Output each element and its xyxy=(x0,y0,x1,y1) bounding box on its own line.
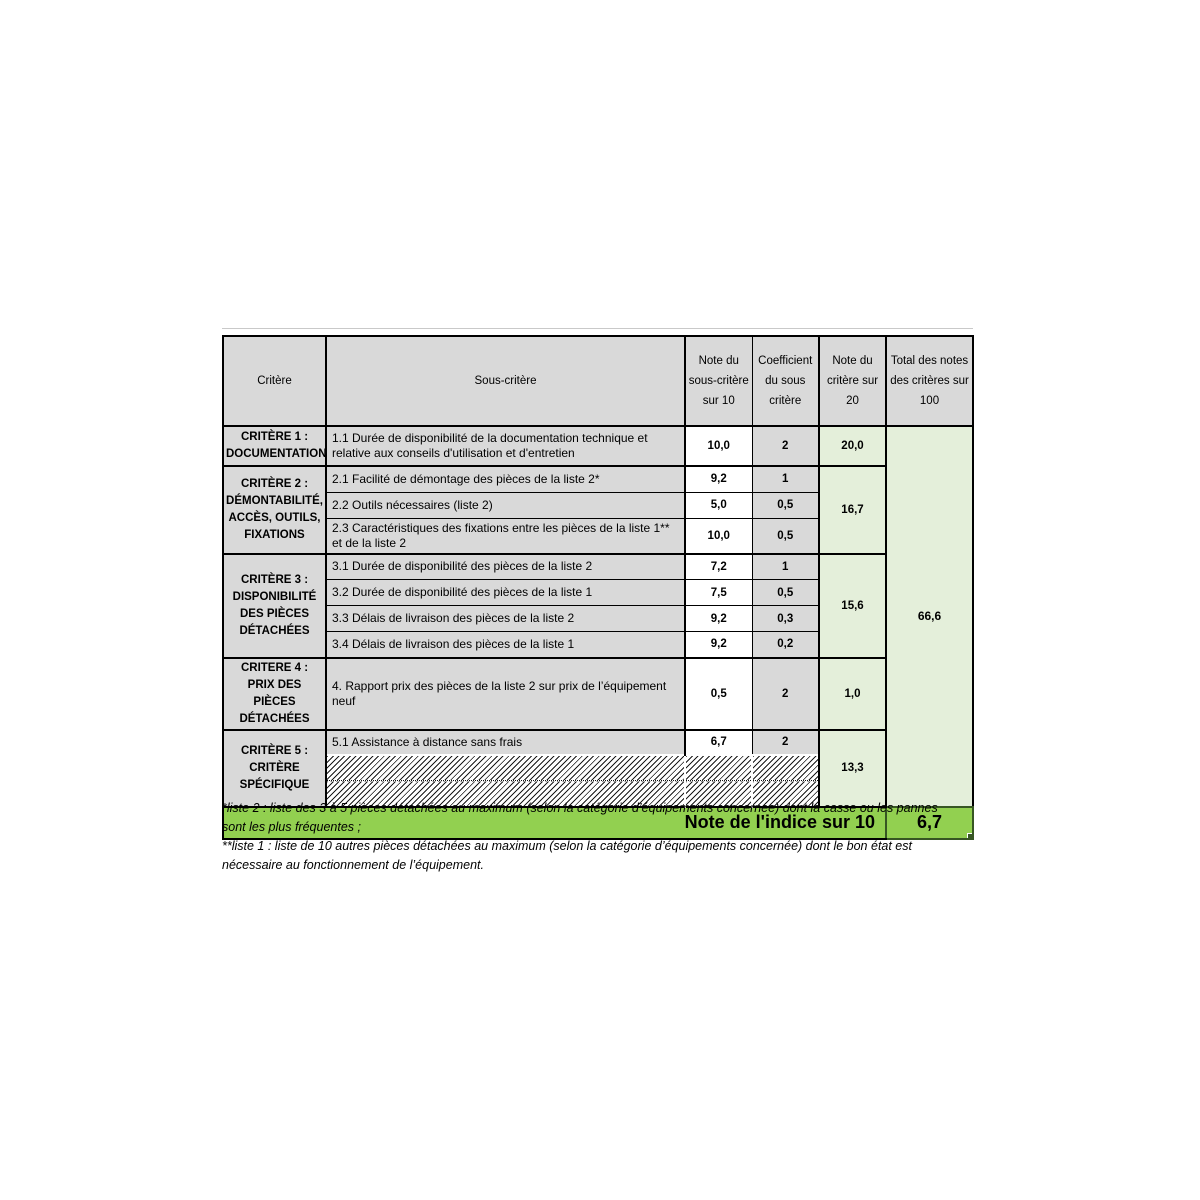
coefficient-cell[interactable]: 2 xyxy=(751,656,820,730)
note10-cell[interactable]: 9,2 xyxy=(684,465,753,493)
hatched-empty-cell[interactable] xyxy=(751,780,820,807)
selection-fill-handle[interactable] xyxy=(967,832,971,837)
note20-cell[interactable]: 15,6 xyxy=(818,552,887,658)
critere-3-cell[interactable]: CRITÈRE 3 : DISPONIBILITÉ DES PIÈCES DÉT… xyxy=(222,552,327,658)
col-header-critere[interactable]: Critère xyxy=(222,335,327,427)
coefficient-cell[interactable]: 0,5 xyxy=(751,491,820,519)
coefficient-cell[interactable]: 0,5 xyxy=(751,517,820,554)
table-row xyxy=(223,753,973,781)
total-100-cell[interactable]: 66,6 xyxy=(885,425,974,807)
selected-index-score-cell[interactable]: 6,7 xyxy=(885,805,974,840)
table-row: CRITÈRE 2 : DÉMONTABILITÉ, ACCÈS, OUTILS… xyxy=(222,465,973,554)
table-row xyxy=(223,780,973,807)
table-row: 3.2 Durée de disponibilité des pièces de… xyxy=(223,579,973,606)
index-score-label-cell[interactable]: Note de l'indice sur 10 xyxy=(222,805,887,840)
table-row: 2.3 Caractéristiques des fixations entre… xyxy=(223,517,973,554)
table-row: CRITÈRE 5 : CRITÈRE SPÉCIFIQUE 5.1 Assis… xyxy=(222,728,973,807)
hatched-empty-cell[interactable] xyxy=(751,753,820,781)
note10-cell[interactable]: 7,2 xyxy=(684,552,753,580)
header-row: Critère Sous-critère Note du sous-critèr… xyxy=(222,335,974,427)
col-header-total-sur-100[interactable]: Total des notes des critères sur 100 xyxy=(885,335,974,427)
sous-critere-cell[interactable]: 3.1 Durée de disponibilité des pièces de… xyxy=(325,552,686,580)
coefficient-cell[interactable]: 0,5 xyxy=(751,579,820,606)
footnote-liste-1: **liste 1 : liste de 10 autres pièces dé… xyxy=(222,839,912,872)
note10-cell[interactable]: 5,0 xyxy=(684,491,753,519)
table-row: CRITERE 4 : PRIX DES PIÈCES DÉTACHÉES 4.… xyxy=(222,656,973,730)
col-header-coefficient[interactable]: Coefficient du sous critère xyxy=(751,335,820,427)
sous-critere-cell[interactable]: 3.4 Délais de livraison des pièces de la… xyxy=(325,631,686,658)
col-header-note-sur-20[interactable]: Note du critère sur 20 xyxy=(818,335,887,427)
coefficient-cell[interactable]: 1 xyxy=(751,552,820,580)
sous-critere-cell[interactable]: 2.1 Facilité de démontage des pièces de … xyxy=(325,465,686,493)
note20-cell[interactable]: 1,0 xyxy=(818,656,887,730)
sous-critere-cell[interactable]: 5.1 Assistance à distance sans frais xyxy=(325,728,686,755)
coefficient-cell[interactable]: 1 xyxy=(751,465,820,493)
note10-cell[interactable]: 10,0 xyxy=(684,517,753,554)
repairability-score-table: Critère Sous-critère Note du sous-critèr… xyxy=(222,335,974,840)
hatched-empty-cell[interactable] xyxy=(684,780,753,807)
sous-critere-cell[interactable]: 3.3 Délais de livraison des pièces de la… xyxy=(325,605,686,632)
coefficient-cell[interactable]: 0,2 xyxy=(751,631,820,658)
note10-cell[interactable]: 9,2 xyxy=(684,605,753,632)
coefficient-cell[interactable]: 2 xyxy=(751,728,820,755)
hatched-empty-cell[interactable] xyxy=(684,753,753,781)
note20-cell[interactable]: 20,0 xyxy=(818,425,887,467)
critere-2-cell[interactable]: CRITÈRE 2 : DÉMONTABILITÉ, ACCÈS, OUTILS… xyxy=(222,465,327,554)
critere-4-cell[interactable]: CRITERE 4 : PRIX DES PIÈCES DÉTACHÉES xyxy=(222,656,327,730)
table-row: 2.2 Outils nécessaires (liste 2) 5,0 0,5 xyxy=(223,491,973,519)
col-header-sous-critere[interactable]: Sous-critère xyxy=(325,335,686,427)
sous-critere-cell[interactable]: 3.2 Durée de disponibilité des pièces de… xyxy=(325,579,686,606)
coefficient-cell[interactable]: 2 xyxy=(751,425,820,467)
critere-1-cell[interactable]: CRITÈRE 1 : DOCUMENTATION xyxy=(222,425,327,467)
col-header-note-sur-10[interactable]: Note du sous-critère sur 10 xyxy=(684,335,753,427)
note10-cell[interactable]: 7,5 xyxy=(684,579,753,606)
note10-cell[interactable]: 6,7 xyxy=(684,728,753,755)
sous-critere-cell[interactable]: 4. Rapport prix des pièces de la liste 2… xyxy=(325,656,686,730)
table-row: CRITÈRE 1 : DOCUMENTATION 1.1 Durée de d… xyxy=(222,425,974,807)
table-row: CRITÈRE 3 : DISPONIBILITÉ DES PIÈCES DÉT… xyxy=(222,552,973,658)
sous-critere-cell[interactable]: 2.2 Outils nécessaires (liste 2) xyxy=(325,491,686,519)
note20-cell[interactable]: 13,3 xyxy=(818,728,887,807)
sous-critere-cell[interactable]: 1.1 Durée de disponibilité de la documen… xyxy=(325,425,686,467)
table-row: 3.3 Délais de livraison des pièces de la… xyxy=(223,605,973,632)
note10-cell[interactable]: 9,2 xyxy=(684,631,753,658)
coefficient-cell[interactable]: 0,3 xyxy=(751,605,820,632)
note10-cell[interactable]: 10,0 xyxy=(684,425,753,467)
table-row: 3.4 Délais de livraison des pièces de la… xyxy=(223,631,973,658)
note20-cell[interactable]: 16,7 xyxy=(818,465,887,554)
hatched-empty-cell[interactable] xyxy=(325,780,686,807)
note10-cell[interactable]: 0,5 xyxy=(684,656,753,730)
sous-critere-cell[interactable]: 2.3 Caractéristiques des fixations entre… xyxy=(325,517,686,554)
index-score-row: Note de l'indice sur 10 6,7 xyxy=(222,805,974,840)
critere-5-cell[interactable]: CRITÈRE 5 : CRITÈRE SPÉCIFIQUE xyxy=(222,728,327,807)
hatched-empty-cell[interactable] xyxy=(325,753,686,781)
gridline-artifact xyxy=(222,328,973,329)
index-score-value: 6,7 xyxy=(916,812,943,832)
footnotes: *liste 2 : liste des 3 à 5 pièces détach… xyxy=(222,799,946,875)
footnote-liste-2: *liste 2 : liste des 3 à 5 pièces détach… xyxy=(222,801,938,834)
